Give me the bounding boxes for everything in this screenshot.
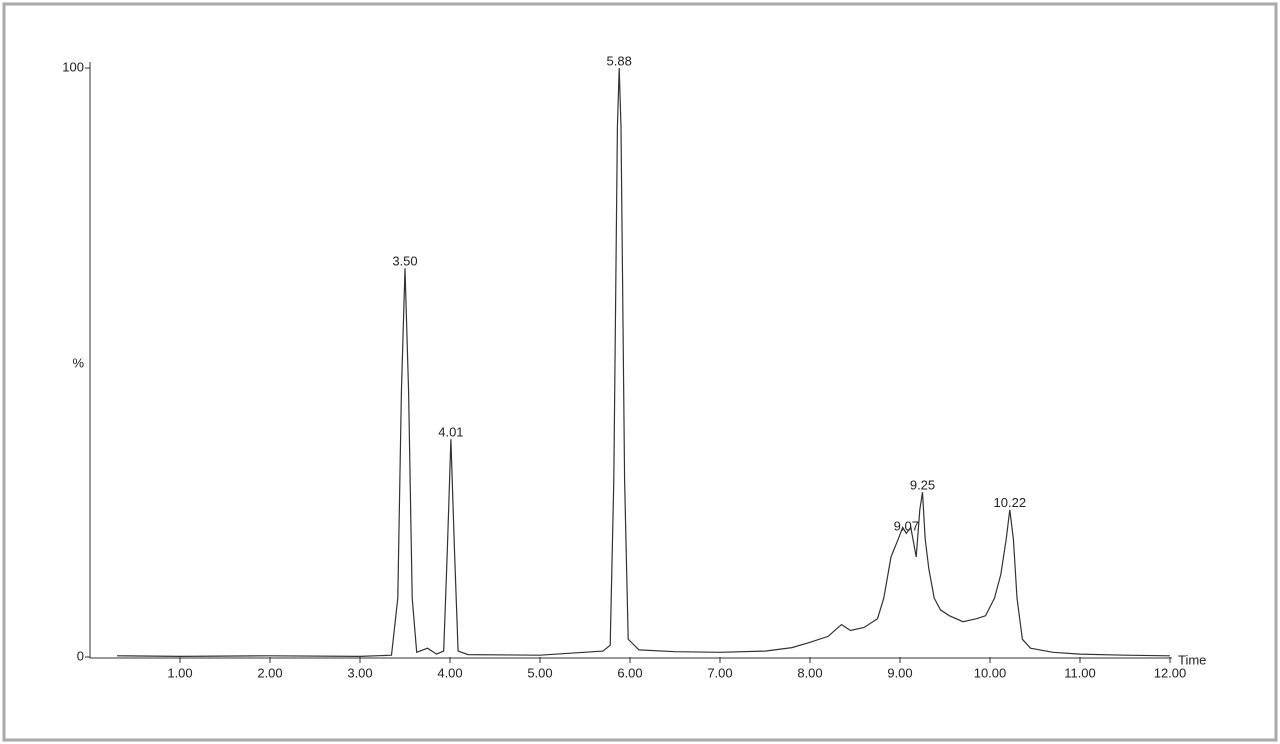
x-tick-label: 11.00 xyxy=(1064,665,1096,680)
y-tick-label: 0 xyxy=(77,648,84,663)
peak-label: 5.88 xyxy=(607,53,632,68)
x-tick-label: 5.00 xyxy=(527,665,552,680)
x-tick-label: 12.00 xyxy=(1154,665,1187,680)
x-tick-label: 10.00 xyxy=(974,665,1007,680)
peak-label: 3.50 xyxy=(392,254,417,269)
x-axis-label: Time xyxy=(1178,652,1206,667)
x-tick-label: 1.00 xyxy=(167,665,192,680)
x-tick-label: 2.00 xyxy=(257,665,282,680)
x-tick-label: 8.00 xyxy=(797,665,822,680)
peak-label: 4.01 xyxy=(438,425,463,440)
x-tick-label: 3.00 xyxy=(347,665,372,680)
y-tick-label: 100 xyxy=(62,59,84,74)
peak-label: 10.22 xyxy=(994,495,1027,510)
x-tick-label: 7.00 xyxy=(707,665,732,680)
x-tick-label: 6.00 xyxy=(617,665,642,680)
peak-label: 9.25 xyxy=(910,478,935,493)
x-tick-label: 4.00 xyxy=(437,665,462,680)
y-axis-label: % xyxy=(72,355,84,370)
x-tick-label: 9.00 xyxy=(887,665,912,680)
peak-label: 9.07 xyxy=(894,519,919,534)
trace xyxy=(116,67,1171,658)
